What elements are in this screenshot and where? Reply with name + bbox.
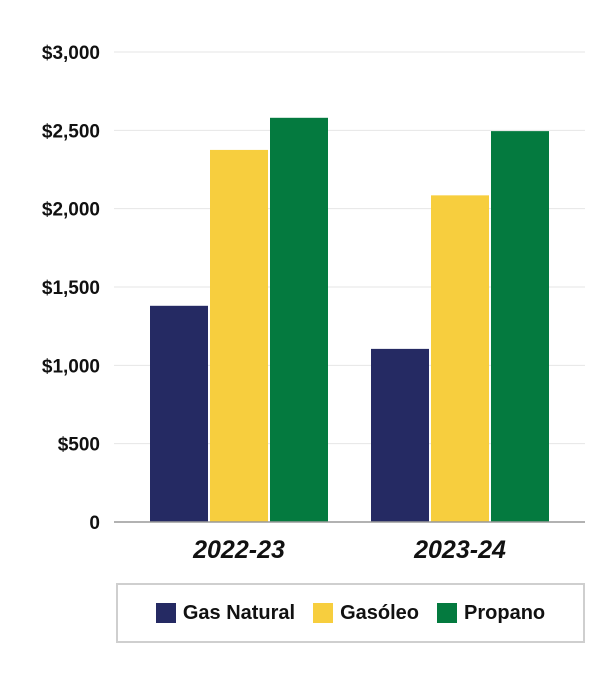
x-axis-ticks: 2022-23 2023-24 [192,536,506,564]
x-tick-label: 2022-23 [192,536,285,564]
bar [150,305,208,522]
bars [150,117,549,523]
y-tick-label: $500 [58,435,100,456]
y-tick-label: $2,000 [42,200,100,221]
y-tick-label: $3,000 [42,43,100,64]
y-tick-label: $1,000 [42,356,100,377]
y-tick-label: $2,500 [42,121,100,142]
bar [491,131,549,522]
legend-swatch [313,603,334,623]
bar [270,117,328,523]
legend-label: Propano [464,601,546,624]
legend-item: Gas Natural [155,601,296,625]
bar [371,348,429,522]
legend-item: Propano [437,602,545,625]
y-tick-label: 0 [89,513,100,534]
bar [210,149,268,522]
bar [431,195,489,522]
legend-label: Gasóleo [340,601,420,624]
legend-item: Gasóleo [313,602,419,625]
legend-swatch [437,603,458,623]
y-tick-label: $1,500 [42,278,100,299]
bar-chart: 0 $500 $1,000 $1,500 $2,000 $2,500 $3,000 2022… [42,43,585,564]
x-tick-label: 2023-24 [413,536,506,564]
legend-swatch [155,603,176,623]
y-axis-ticks: 0 $500 $1,000 $1,500 $2,000 $2,500 $3,000 [42,43,100,534]
legend-label: Gas Natural [182,601,296,624]
legend: Gas Natural Gasóleo Propano [116,583,585,643]
